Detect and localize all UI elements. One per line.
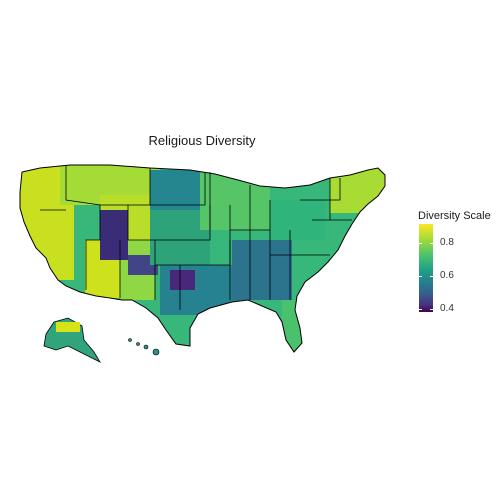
legend-tick-0.6 [419, 276, 422, 277]
legend-tick-0.8-right [430, 243, 433, 244]
legend-tick-label-0.8: 0.8 [440, 237, 454, 248]
legend-tick-0.4 [419, 309, 422, 310]
legend-colorbar [419, 224, 433, 312]
northern-plains-region [150, 170, 205, 210]
florida-region [282, 300, 307, 350]
state-borders [19, 164, 386, 353]
oklahoma-pocket [170, 270, 195, 290]
legend-tick-0.6-right [430, 276, 433, 277]
southeast-region [232, 240, 292, 300]
legend-tick-0.8 [419, 243, 422, 244]
new-england-region [330, 168, 385, 213]
great-lakes-region [200, 172, 270, 230]
legend-tick-label-0.6: 0.6 [440, 270, 454, 281]
legend-tick-0.4-right [430, 309, 433, 310]
utah-region [100, 210, 128, 260]
legend-title: Diversity Scale [418, 210, 491, 222]
alaska [43, 317, 102, 363]
legend-tick-label-0.4: 0.4 [440, 303, 454, 314]
map-title: Religious Diversity [148, 133, 256, 148]
hawaii [128, 338, 160, 356]
